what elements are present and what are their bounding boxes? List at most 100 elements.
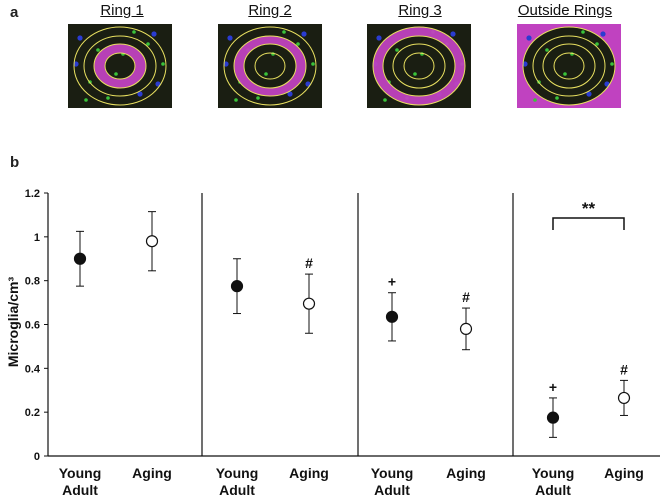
cell-mark xyxy=(151,31,157,37)
data-point-young-adult xyxy=(73,252,87,265)
y-tick-label: 0.6 xyxy=(25,320,40,332)
cell-mark xyxy=(161,62,165,66)
y-tick-label: 0.4 xyxy=(25,363,41,375)
y-axis-label: Microglia/cm³ xyxy=(5,277,21,368)
cell-mark xyxy=(296,42,300,46)
x-category-label: Young xyxy=(532,465,575,481)
cell-mark xyxy=(77,35,83,41)
x-category-label: Adult xyxy=(374,482,410,498)
cell-mark xyxy=(383,98,387,102)
ring-outline xyxy=(243,43,297,89)
significance-mark: # xyxy=(620,361,628,377)
cell-mark xyxy=(533,98,537,102)
data-point-young-adult xyxy=(230,280,244,293)
cell-mark xyxy=(600,31,606,37)
cell-mark xyxy=(604,81,610,87)
x-category-label: Adult xyxy=(62,482,98,498)
data-point-aging xyxy=(145,235,159,248)
cell-mark xyxy=(555,96,559,100)
cell-mark xyxy=(311,62,315,66)
ring-outline xyxy=(532,35,606,97)
ring-outline xyxy=(403,52,435,80)
image-title-ring-3: Ring 3 xyxy=(398,2,442,19)
ring-outline xyxy=(223,26,317,106)
ring-outline xyxy=(73,26,167,106)
y-tick-label: 0.2 xyxy=(25,407,40,419)
cell-mark xyxy=(114,72,118,76)
x-category-label: Aging xyxy=(604,465,644,481)
image-title-ring-1: Ring 1 xyxy=(100,2,144,19)
highlight-ring-1 xyxy=(94,44,146,88)
cell-mark xyxy=(282,30,286,34)
significance-mark: + xyxy=(549,379,557,395)
data-point-aging xyxy=(302,297,316,310)
cell-mark xyxy=(586,91,592,97)
ring-outline xyxy=(93,43,147,89)
cell-mark xyxy=(234,98,238,102)
cell-mark xyxy=(264,72,268,76)
data-point-aging xyxy=(617,391,631,405)
cell-mark xyxy=(395,48,399,52)
y-tick-label: 1 xyxy=(34,232,40,244)
tissue-background xyxy=(367,24,471,108)
cell-mark xyxy=(413,72,417,76)
significance-mark: # xyxy=(305,255,313,271)
cell-mark xyxy=(96,48,100,52)
data-point-young-adult xyxy=(546,411,560,424)
cell-mark xyxy=(450,31,456,37)
cell-mark xyxy=(563,72,567,76)
ring-outline xyxy=(553,52,585,80)
cell-mark xyxy=(146,42,150,46)
micrograph-outside-rings xyxy=(517,24,621,108)
cell-mark xyxy=(223,61,229,67)
ring-outline xyxy=(542,43,596,89)
significance-bracket xyxy=(552,217,625,230)
ring-outline xyxy=(392,43,446,89)
ring-outline xyxy=(254,52,286,80)
cell-mark xyxy=(106,96,110,100)
tissue-core xyxy=(523,27,615,105)
x-category-label: Aging xyxy=(289,465,329,481)
cell-mark xyxy=(522,61,528,67)
x-category-label: Young xyxy=(371,465,414,481)
cell-mark xyxy=(376,35,382,41)
cell-mark xyxy=(137,91,143,97)
micrograph-ring-2 xyxy=(218,24,322,108)
cell-mark xyxy=(155,81,161,87)
cell-mark xyxy=(84,98,88,102)
cell-mark xyxy=(545,48,549,52)
significance-mark: # xyxy=(462,289,470,305)
y-tick-label: 0.8 xyxy=(25,276,40,288)
ring-outline xyxy=(104,52,136,80)
cell-mark xyxy=(305,81,311,87)
x-category-label: Aging xyxy=(132,465,172,481)
panel-label-a: a xyxy=(10,4,19,21)
ring-outline xyxy=(382,35,456,97)
ring-outline xyxy=(83,35,157,97)
data-point-young-adult xyxy=(385,310,399,323)
micrograph-ring-3 xyxy=(367,24,471,108)
ring-outline xyxy=(372,26,466,106)
cell-mark xyxy=(581,30,585,34)
x-category-label: Young xyxy=(59,465,102,481)
significance-mark: + xyxy=(388,274,396,290)
cell-mark xyxy=(301,31,307,37)
image-title-ring-2: Ring 2 xyxy=(248,2,292,19)
y-tick-label: 1.2 xyxy=(25,188,40,200)
image-title-outside-rings: Outside Rings xyxy=(517,2,613,19)
cell-mark xyxy=(526,35,532,41)
x-category-label: Aging xyxy=(446,465,486,481)
cell-mark xyxy=(595,42,599,46)
x-category-label: Young xyxy=(216,465,259,481)
tissue-background xyxy=(68,24,172,108)
cell-mark xyxy=(610,62,614,66)
cell-mark xyxy=(132,30,136,34)
cell-mark xyxy=(227,35,233,41)
significance-stars: ** xyxy=(582,199,596,218)
micrograph-ring-1 xyxy=(68,24,172,108)
panel-label-b: b xyxy=(10,154,20,171)
y-tick-label: 0 xyxy=(34,451,40,463)
cell-mark xyxy=(256,96,260,100)
x-category-label: Adult xyxy=(535,482,571,498)
